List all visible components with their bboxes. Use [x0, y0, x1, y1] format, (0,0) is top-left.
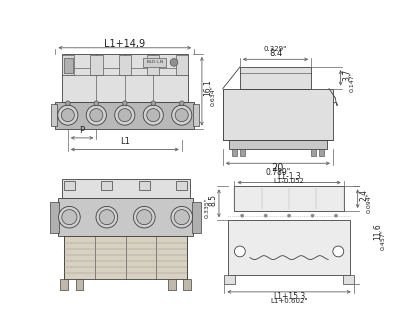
Circle shape [58, 105, 78, 125]
Circle shape [170, 58, 178, 66]
Circle shape [122, 101, 127, 106]
Bar [343, 275, 354, 284]
Text: 0.147": 0.147" [350, 71, 355, 92]
Bar [311, 149, 316, 156]
Circle shape [66, 101, 70, 106]
Circle shape [288, 214, 291, 217]
Circle shape [143, 105, 163, 125]
Bar [176, 181, 187, 190]
Circle shape [180, 101, 184, 106]
Bar [229, 140, 327, 149]
Bar [223, 89, 333, 140]
Circle shape [241, 214, 244, 217]
Bar [76, 279, 83, 290]
Text: 8.5: 8.5 [208, 194, 217, 206]
Circle shape [58, 206, 80, 228]
Bar [319, 149, 324, 156]
Bar [168, 279, 176, 290]
Bar [232, 149, 237, 156]
Text: L1+14,9: L1+14,9 [104, 39, 145, 49]
Bar [193, 104, 199, 126]
Bar [192, 202, 201, 232]
Text: L1+15.3: L1+15.3 [273, 292, 305, 301]
Bar [60, 279, 68, 290]
Circle shape [334, 214, 338, 217]
Circle shape [61, 109, 74, 122]
Bar [147, 55, 160, 75]
Circle shape [94, 101, 99, 106]
Circle shape [264, 214, 267, 217]
Bar [90, 55, 102, 75]
Text: 0.329": 0.329" [264, 46, 287, 52]
Text: 0.457": 0.457" [381, 229, 386, 250]
Circle shape [174, 210, 189, 225]
Circle shape [118, 109, 131, 122]
Text: BLD L.N: BLD L.N [147, 60, 163, 64]
Circle shape [234, 246, 245, 257]
Text: L1+0.602": L1+0.602" [270, 298, 308, 304]
Text: 20: 20 [272, 163, 284, 173]
Circle shape [90, 109, 103, 122]
Bar [64, 58, 73, 73]
Circle shape [172, 105, 192, 125]
Bar [62, 179, 190, 198]
Bar [56, 102, 194, 129]
Circle shape [115, 105, 135, 125]
Circle shape [137, 210, 152, 225]
Bar [224, 275, 235, 284]
Text: 0.634": 0.634" [210, 86, 215, 106]
Bar [50, 202, 59, 232]
Circle shape [151, 101, 156, 106]
Bar [62, 54, 188, 102]
Bar [143, 58, 166, 67]
Text: 0.094": 0.094" [367, 192, 372, 213]
Bar [176, 55, 188, 75]
Circle shape [99, 210, 114, 225]
Text: L1-1.3: L1-1.3 [277, 172, 301, 181]
Text: 11.6: 11.6 [373, 223, 382, 240]
Text: 8.4: 8.4 [269, 49, 282, 58]
Bar [118, 55, 131, 75]
Circle shape [333, 246, 344, 257]
Bar [234, 186, 344, 211]
Circle shape [96, 206, 118, 228]
Bar [58, 198, 193, 236]
Circle shape [147, 109, 160, 122]
Text: 16.1: 16.1 [204, 79, 213, 96]
Bar [183, 279, 191, 290]
Text: 0.335": 0.335" [205, 197, 210, 217]
Circle shape [175, 109, 188, 122]
Bar [228, 220, 350, 275]
Bar [62, 55, 74, 75]
Bar [102, 181, 112, 190]
Circle shape [171, 206, 193, 228]
Text: L1-0.052: L1-0.052 [274, 178, 304, 184]
Text: L1: L1 [120, 137, 130, 146]
Bar [64, 181, 75, 190]
Circle shape [134, 206, 155, 228]
Text: 2.4: 2.4 [359, 189, 368, 201]
Bar [139, 181, 150, 190]
Circle shape [86, 105, 106, 125]
Bar [64, 236, 187, 279]
Text: P: P [80, 126, 85, 135]
Bar [240, 149, 244, 156]
Circle shape [311, 214, 314, 217]
Bar [240, 67, 311, 89]
Circle shape [62, 210, 77, 225]
Text: 3.7: 3.7 [342, 69, 351, 81]
Text: 0.789": 0.789" [265, 168, 290, 177]
Bar [51, 104, 57, 126]
